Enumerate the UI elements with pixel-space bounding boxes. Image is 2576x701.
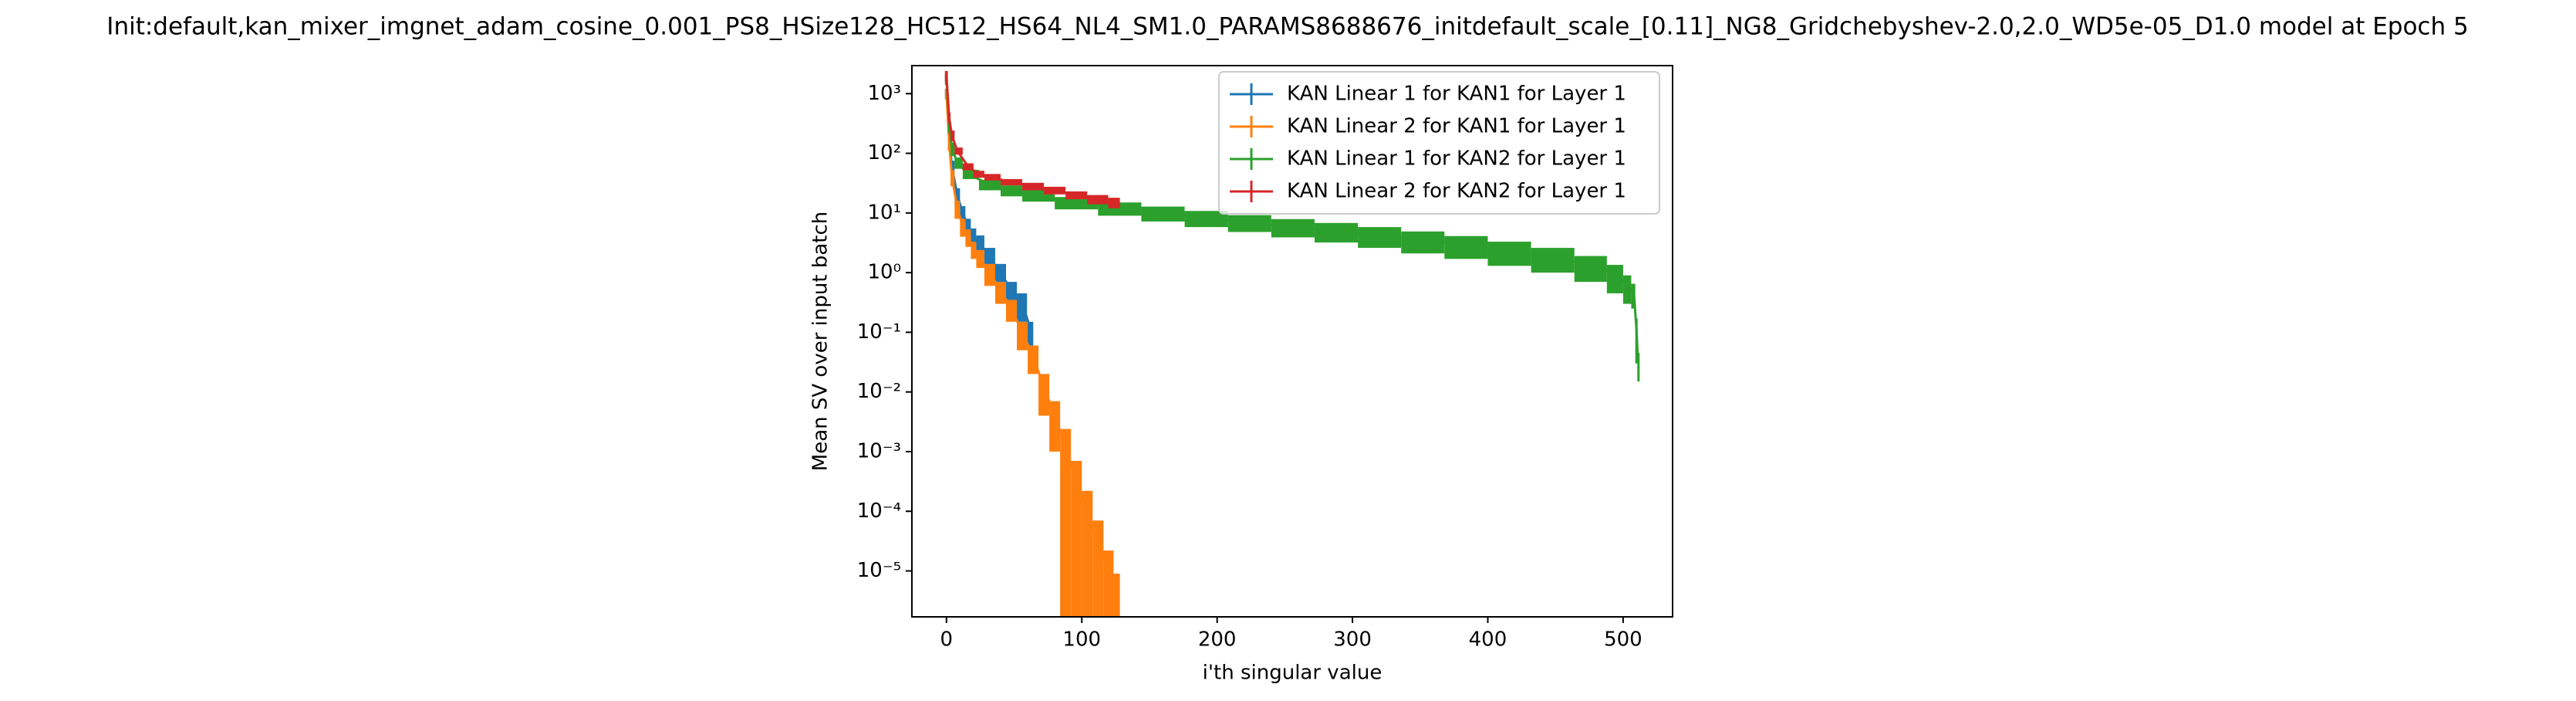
axes-frame (911, 65, 1673, 618)
legend-label: KAN Linear 1 for KAN1 for Layer 1 (1287, 83, 1626, 106)
y-tick-label: 10⁻² (857, 380, 901, 403)
x-tick-label: 500 (1604, 628, 1642, 652)
x-tick-label: 0 (940, 628, 954, 652)
y-tick-label: 10² (867, 141, 901, 164)
y-tick-label: 10¹ (867, 201, 901, 224)
error-bar (1060, 428, 1072, 617)
error-bar (1113, 574, 1120, 617)
error-bar (1227, 215, 1271, 232)
error-bar (1184, 211, 1228, 228)
y-tick-label: 10⁻⁵ (857, 559, 901, 582)
y-tick-label: 10⁻³ (857, 439, 901, 462)
y-axis-label: Mean SV over input batch (809, 212, 832, 471)
x-tick-label: 400 (1469, 628, 1507, 652)
y-tick-label: 10⁻¹ (857, 320, 901, 344)
error-bar (1637, 353, 1640, 382)
chart-title: Init:default,kan_mixer_imgnet_adam_cosin… (106, 13, 2468, 41)
x-axis-label: i'th singular value (1203, 662, 1383, 685)
legend-label: KAN Linear 2 for KAN2 for Layer 1 (1287, 180, 1626, 203)
x-tick-label: 300 (1333, 628, 1372, 652)
x-tick-label: 200 (1198, 628, 1237, 652)
error-bar (1038, 374, 1050, 416)
legend-box (1218, 71, 1660, 215)
x-tick-label: 100 (1062, 628, 1101, 652)
series-line (945, 78, 1639, 364)
y-tick-label: 10⁰ (867, 261, 901, 284)
error-bar (1071, 460, 1082, 617)
error-bar (1049, 401, 1061, 452)
series-line (945, 93, 1119, 595)
error-bar (1271, 218, 1315, 238)
error-bar (1622, 275, 1632, 304)
series-line (945, 75, 1119, 204)
y-tick-label: 10³ (867, 82, 901, 105)
legend-label: KAN Linear 2 for KAN1 for Layer 1 (1287, 115, 1626, 138)
error-bar (1027, 321, 1034, 350)
error-bar (1103, 550, 1114, 617)
plot-area (944, 70, 1640, 617)
error-bar (1092, 520, 1104, 617)
legend-label: KAN Linear 1 for KAN2 for Layer 1 (1287, 147, 1626, 171)
y-tick-label: 10⁻⁴ (857, 500, 901, 523)
